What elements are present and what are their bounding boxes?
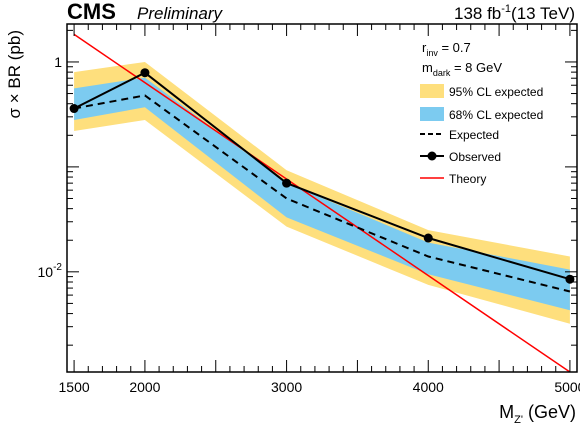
observed-point [140,68,150,78]
y-tick-label: 1 [54,54,62,70]
legend-label-observed: Observed [449,150,501,164]
mdark-label: mdark = 8 GeV [422,60,502,78]
legend-label-68: 68% CL expected [449,108,543,122]
legend-label-expected: Expected [449,128,499,142]
x-axis-unit: (GeV) [523,402,576,422]
legend-label-theory: Theory [449,172,486,186]
legend-label-95: 95% CL expected [449,85,543,99]
y-axis-title: σ × BR (pb) [5,30,24,118]
x-tick-label: 1500 [59,379,90,395]
x-tick-label: 2000 [129,379,160,395]
legend-swatch-68 [420,107,444,121]
x-axis-main: M [499,402,514,422]
lumi-exponent: -1 [501,3,511,15]
cms-label: CMS [67,0,116,24]
lumi-energy-label: 138 fb-1(13 TeV) [454,3,575,23]
rinv-label: rinv = 0.7 [422,40,471,58]
preliminary-label: Preliminary [137,4,224,23]
energy-value: (13 TeV) [511,4,575,23]
legend-swatch-observed-marker [427,151,437,161]
legend-swatch-95 [420,84,444,98]
band-68cl [74,77,570,311]
x-tick-label: 5000 [554,379,580,395]
lumi-value: 138 fb [454,4,501,23]
x-tick-label: 4000 [413,379,444,395]
y-tick-label: 10-2 [38,262,63,280]
x-axis-sub: Z' [514,414,523,426]
x-tick-label: 3000 [271,379,302,395]
theory-line [73,33,571,372]
observed-point [423,233,433,243]
expected-line [73,94,571,293]
observed-point [69,104,79,114]
legend: 95% CL expected 68% CL expected Expected… [420,84,543,186]
observed-point [282,178,292,188]
x-axis-title: MZ' (GeV) [499,402,576,426]
